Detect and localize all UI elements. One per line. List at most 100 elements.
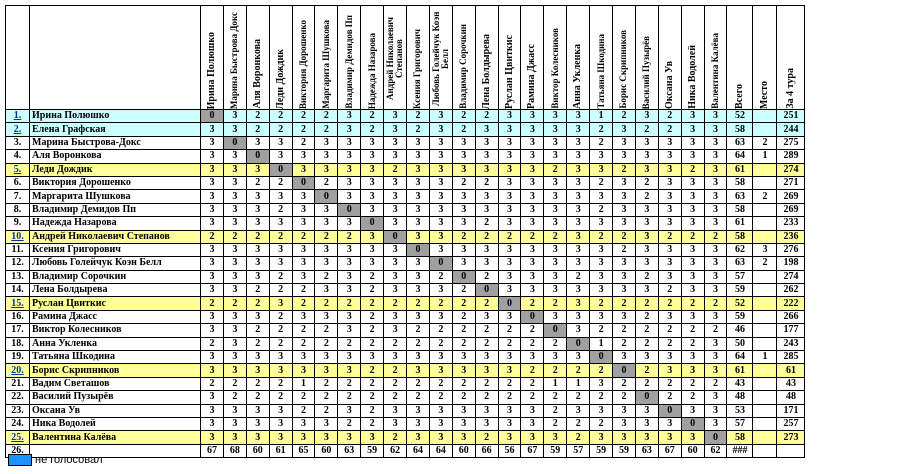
score-cell: 3 [383, 135, 408, 151]
score-cell: 3 [703, 350, 728, 365]
score-cell: 3 [566, 256, 591, 271]
four-round-total-cell: 269 [776, 189, 806, 204]
four-round-total-cell: 285 [776, 350, 806, 365]
score-cell: 3 [543, 202, 568, 218]
row-number: 21. [5, 376, 30, 392]
score-cell: 3 [406, 135, 430, 151]
column-header: Надежда Назарова [360, 5, 385, 110]
score-cell: 2 [657, 122, 682, 137]
score-cell: 3 [383, 269, 408, 285]
row-number: 25. [5, 430, 30, 445]
score-cell: 3 [268, 216, 293, 231]
score-cell: 3 [360, 189, 385, 204]
score-cell: 0 [634, 390, 659, 405]
score-cell: 2 [314, 336, 339, 352]
row-number: 23. [5, 403, 30, 418]
table-row: 5. Леди Дождик 3 3 3 0 3 3 3 3 2 3 3 3 3 3 3 2 3 3 2 3 3 2 3 61 27… [5, 162, 806, 177]
score-cell: 3 [543, 309, 568, 325]
place-cell: 2 [752, 189, 778, 204]
score-cell: 3 [543, 256, 568, 271]
column-header: Татьяна Шкодина [589, 5, 614, 110]
column-total-cell: 66 [474, 443, 499, 459]
score-cell: 3 [634, 149, 659, 164]
participant-name: Валентина Калёва [29, 430, 201, 445]
score-cell: 2 [222, 390, 247, 405]
score-cell: 3 [520, 202, 545, 218]
score-cell: 3 [337, 135, 362, 151]
place-cell: 2 [752, 256, 778, 271]
score-cell: 3 [657, 309, 682, 325]
score-cell: 3 [543, 189, 568, 204]
score-cell: 3 [428, 108, 453, 124]
score-cell: 3 [383, 283, 408, 298]
score-cell: 3 [222, 122, 247, 137]
score-cell: 2 [360, 403, 385, 418]
score-cell: 2 [589, 416, 614, 432]
score-cell: 2 [451, 323, 476, 338]
score-cell: 3 [474, 363, 499, 378]
score-cell: 2 [657, 296, 682, 311]
score-cell: 3 [703, 216, 728, 231]
score-cell: 0 [291, 175, 316, 191]
score-cell: 3 [200, 149, 224, 164]
score-cell: 3 [497, 403, 522, 418]
score-cell: 3 [680, 309, 705, 325]
score-cell: 0 [451, 269, 476, 285]
score-cell: 3 [612, 430, 636, 445]
score-cell: 3 [222, 269, 247, 285]
column-total-cell: 60 [245, 443, 270, 459]
score-cell: 3 [451, 216, 476, 231]
score-cell: 3 [222, 162, 247, 177]
score-cell: 3 [543, 430, 568, 445]
column-total-cell: 60 [451, 443, 476, 459]
score-cell: 3 [703, 149, 728, 164]
score-cell: 2 [474, 216, 499, 231]
participant-name: Лена Болдырева [29, 283, 201, 298]
participant-name: Оксана Ув [29, 403, 201, 418]
score-cell: 2 [291, 229, 316, 244]
score-cell: 2 [200, 296, 224, 311]
score-cell: 2 [360, 283, 385, 298]
score-cell: 3 [612, 269, 636, 285]
score-cell: 3 [543, 283, 568, 298]
score-cell: 3 [612, 350, 636, 365]
score-cell: 3 [589, 376, 614, 392]
score-cell: 3 [589, 216, 614, 231]
score-cell: 3 [703, 162, 728, 177]
score-cell: 3 [406, 309, 430, 325]
score-cell: 2 [291, 323, 316, 338]
score-cell: 3 [291, 416, 316, 432]
score-cell: 3 [383, 323, 408, 338]
score-cell: 3 [589, 283, 614, 298]
score-cell: 3 [451, 430, 476, 445]
summary-header: За 4 тура [776, 5, 806, 110]
score-cell: 3 [428, 135, 453, 151]
score-cell: 2 [245, 283, 270, 298]
score-cell: 3 [200, 202, 224, 218]
score-cell: 2 [428, 323, 453, 338]
score-cell: 2 [222, 376, 247, 392]
score-cell: 3 [337, 108, 362, 124]
score-cell: 3 [566, 216, 591, 231]
score-cell: 3 [589, 256, 614, 271]
score-cell: 1 [291, 376, 316, 392]
column-header: Владимир Демидов Пп [337, 5, 362, 110]
score-cell: 2 [634, 189, 659, 204]
score-cell: 3 [589, 149, 614, 164]
score-cell: 3 [680, 256, 705, 271]
place-cell [752, 443, 778, 459]
score-cell: 2 [337, 390, 362, 405]
score-cell: 3 [314, 135, 339, 151]
score-cell: 3 [383, 309, 408, 325]
score-cell: 2 [314, 108, 339, 124]
row-number: 5. [5, 162, 30, 177]
row-number: 10. [5, 229, 30, 244]
score-cell: 2 [589, 122, 614, 137]
score-cell: 2 [383, 162, 408, 177]
header-blank [29, 5, 201, 110]
score-cell: 3 [520, 135, 545, 151]
score-cell: 3 [497, 216, 522, 231]
row-number: 14. [5, 283, 30, 298]
score-cell: 1 [589, 336, 614, 352]
four-round-total-cell: 61 [776, 363, 806, 378]
